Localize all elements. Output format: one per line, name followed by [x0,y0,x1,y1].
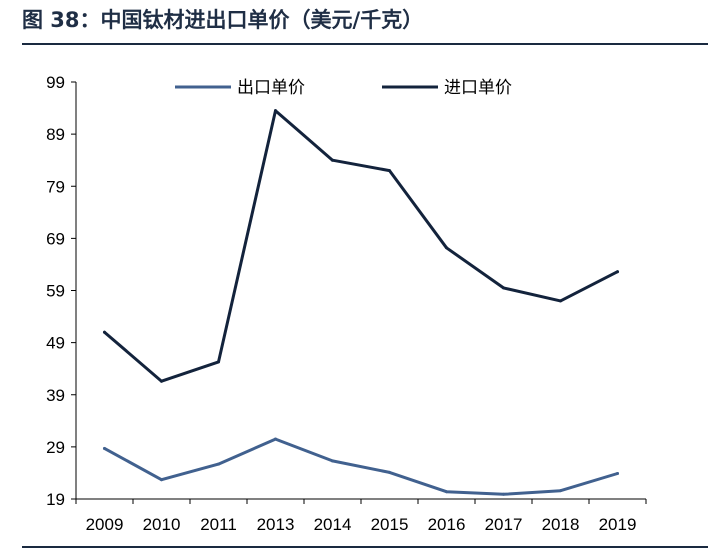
legend-label-import: 进口单价 [444,78,512,98]
x-tick-label: 2019 [599,515,637,534]
x-tick-label: 2010 [143,515,181,534]
data-point-import [103,330,106,334]
y-tick-label: 39 [46,386,65,405]
legend: 出口单价 进口单价 [175,78,512,98]
chart-title: 图 38：中国钛材进出口单价（美元/千克） [22,8,424,32]
data-point-export [445,490,448,494]
data-point-import [616,270,619,274]
data-point-import [274,109,277,113]
series-line-export [103,437,619,496]
y-tick-label: 59 [46,282,65,301]
y-tick-label: 19 [46,490,65,509]
y-tick-label: 69 [46,229,65,248]
data-point-import [388,169,391,173]
data-point-export [331,459,334,463]
data-point-import [445,246,448,250]
data-point-export [559,489,562,493]
data-point-export [502,492,505,496]
legend-label-export: 出口单价 [237,78,305,98]
data-point-import [331,158,334,162]
data-point-export [274,437,277,441]
x-tick-label: 2013 [257,515,295,534]
data-point-export [217,462,220,466]
y-axis: 99 89 79 69 59 49 39 29 19 [46,73,77,509]
title-divider [22,43,708,45]
y-tick-label: 79 [46,177,65,196]
series-lines [103,109,619,496]
data-point-import [160,379,163,383]
y-tick-label: 99 [46,73,65,92]
data-point-export [160,478,163,482]
y-tick-label: 89 [46,125,65,144]
x-tick-label: 2009 [86,515,124,534]
data-point-export [388,470,391,474]
x-tick-label: 2014 [314,515,352,534]
x-tick-label: 2011 [200,515,237,534]
data-point-export [103,446,106,450]
data-point-import [217,360,220,364]
bottom-divider [22,546,708,548]
x-tick-label: 2016 [428,515,466,534]
series-line-import [103,109,619,383]
x-axis: 2009 2010 2011 2013 2014 2015 2016 2017 2018 2019 [75,498,647,534]
x-tick-label: 2018 [542,515,580,534]
y-tick-label: 29 [46,438,65,457]
y-tick-label: 49 [46,334,65,353]
data-point-import [559,299,562,303]
data-point-import [502,286,505,290]
x-tick-label: 2017 [485,515,523,534]
x-tick-label: 2015 [371,515,409,534]
data-point-export [616,471,619,475]
